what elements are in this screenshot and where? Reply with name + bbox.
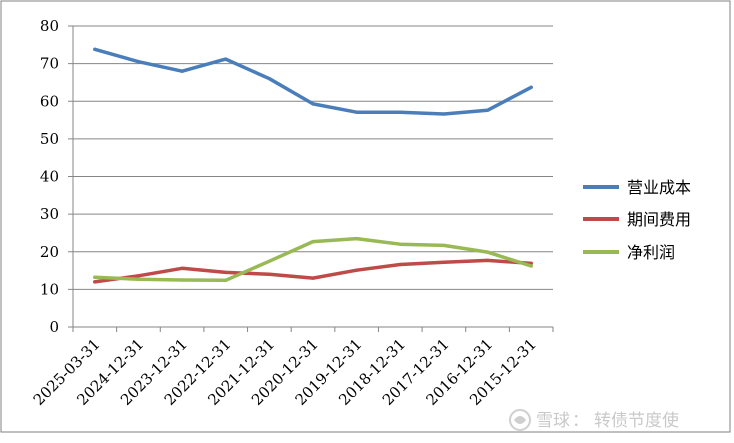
- data-point: [224, 270, 228, 274]
- data-point: [267, 259, 271, 263]
- y-tick-label: 70: [40, 55, 59, 73]
- y-tick-label: 10: [40, 280, 59, 298]
- watermark-brand: 雪球: [536, 411, 570, 431]
- data-point: [398, 262, 402, 267]
- data-point: [442, 260, 446, 264]
- data-point: [442, 243, 446, 247]
- series-lines: [93, 47, 533, 284]
- chart-border: [0, 0, 731, 433]
- data-point: [224, 57, 228, 61]
- data-point: [267, 272, 271, 276]
- y-tick-label: 50: [40, 130, 59, 148]
- data-point: [485, 258, 490, 262]
- data-point: [267, 77, 271, 81]
- data-point: [485, 108, 490, 112]
- data-point: [529, 264, 533, 268]
- y-tick-label: 30: [40, 205, 59, 223]
- y-tick-label: 60: [40, 92, 59, 110]
- data-point: [93, 275, 97, 279]
- data-point: [398, 110, 402, 114]
- data-point: [355, 237, 359, 241]
- y-tick-label: 0: [49, 318, 59, 336]
- watermark: 雪球 ： 转债节度使: [509, 409, 679, 431]
- data-point: [311, 102, 315, 106]
- data-point: [93, 280, 97, 284]
- y-tick-label: 20: [40, 243, 59, 261]
- y-axis-ticks: 0 10 20 30 40 50 60 70 80: [40, 17, 73, 336]
- watermark-separator: ：: [572, 411, 589, 431]
- data-point: [355, 110, 359, 114]
- data-point: [485, 250, 490, 254]
- watermark-author: 转债节度使: [594, 410, 679, 431]
- data-point: [136, 277, 141, 281]
- data-point: [355, 268, 359, 272]
- data-point: [442, 112, 446, 116]
- data-point: [136, 274, 141, 278]
- data-point: [529, 85, 533, 89]
- legend-label-0: 营业成本: [627, 178, 691, 197]
- data-point: [180, 266, 184, 270]
- data-point: [224, 278, 228, 282]
- legend-label-1: 期间费用: [627, 210, 691, 229]
- legend-label-2: 净利润: [627, 243, 675, 262]
- y-tick-label: 40: [40, 168, 59, 186]
- data-point: [311, 240, 315, 244]
- data-point: [93, 47, 97, 51]
- legend: 营业成本 期间费用 净利润: [583, 178, 691, 262]
- data-point: [180, 69, 184, 73]
- data-point: [180, 278, 184, 282]
- snowball-logo-icon: [509, 409, 531, 431]
- gridlines: [73, 25, 553, 290]
- data-point: [398, 242, 402, 246]
- data-point: [136, 60, 141, 64]
- y-tick-label: 80: [40, 17, 59, 35]
- data-point: [311, 276, 315, 280]
